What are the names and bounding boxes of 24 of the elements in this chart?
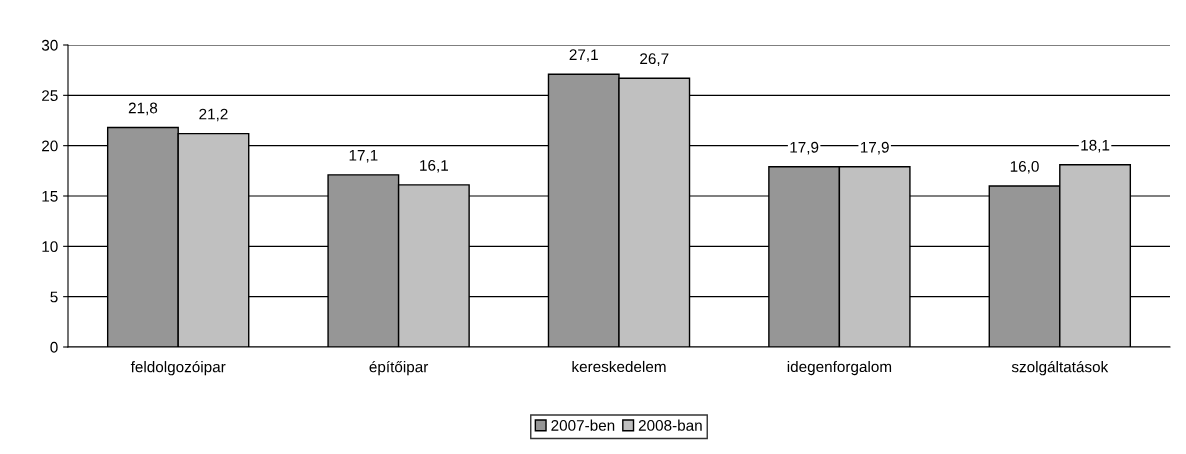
y-tick-label: 20 xyxy=(42,140,58,152)
y-tick-label: 0 xyxy=(50,341,58,353)
data-label: 17,9 xyxy=(790,141,819,155)
legend-label: 2007-ben xyxy=(551,419,615,431)
x-tick-label: feldolgozóipar xyxy=(130,360,226,376)
y-tick-label: 30 xyxy=(41,39,58,51)
y-tick-label: 5 xyxy=(50,291,58,303)
data-label: 26,7 xyxy=(640,53,669,66)
x-tick-label: építőipar xyxy=(369,360,429,376)
data-label: 17,9 xyxy=(860,141,889,155)
x-tick-label: kereskedelem xyxy=(572,360,666,373)
y-tick-label: 25 xyxy=(42,90,58,102)
y-tick-label: 10 xyxy=(42,241,58,253)
data-label: 21,8 xyxy=(128,102,158,116)
y-tick-label: 15 xyxy=(42,191,58,202)
data-label: 21,2 xyxy=(199,108,228,122)
x-tick-label: idegenforgalom xyxy=(787,360,892,376)
data-label: 27,1 xyxy=(569,49,598,62)
data-label: 18,1 xyxy=(1081,139,1110,153)
data-label: 16,0 xyxy=(1010,160,1039,174)
legend-label: 2008-ban xyxy=(638,419,702,431)
data-label: 17,1 xyxy=(349,150,378,163)
x-tick-label: szolgáltatások xyxy=(1011,360,1109,376)
data-label: 16,1 xyxy=(420,159,448,173)
